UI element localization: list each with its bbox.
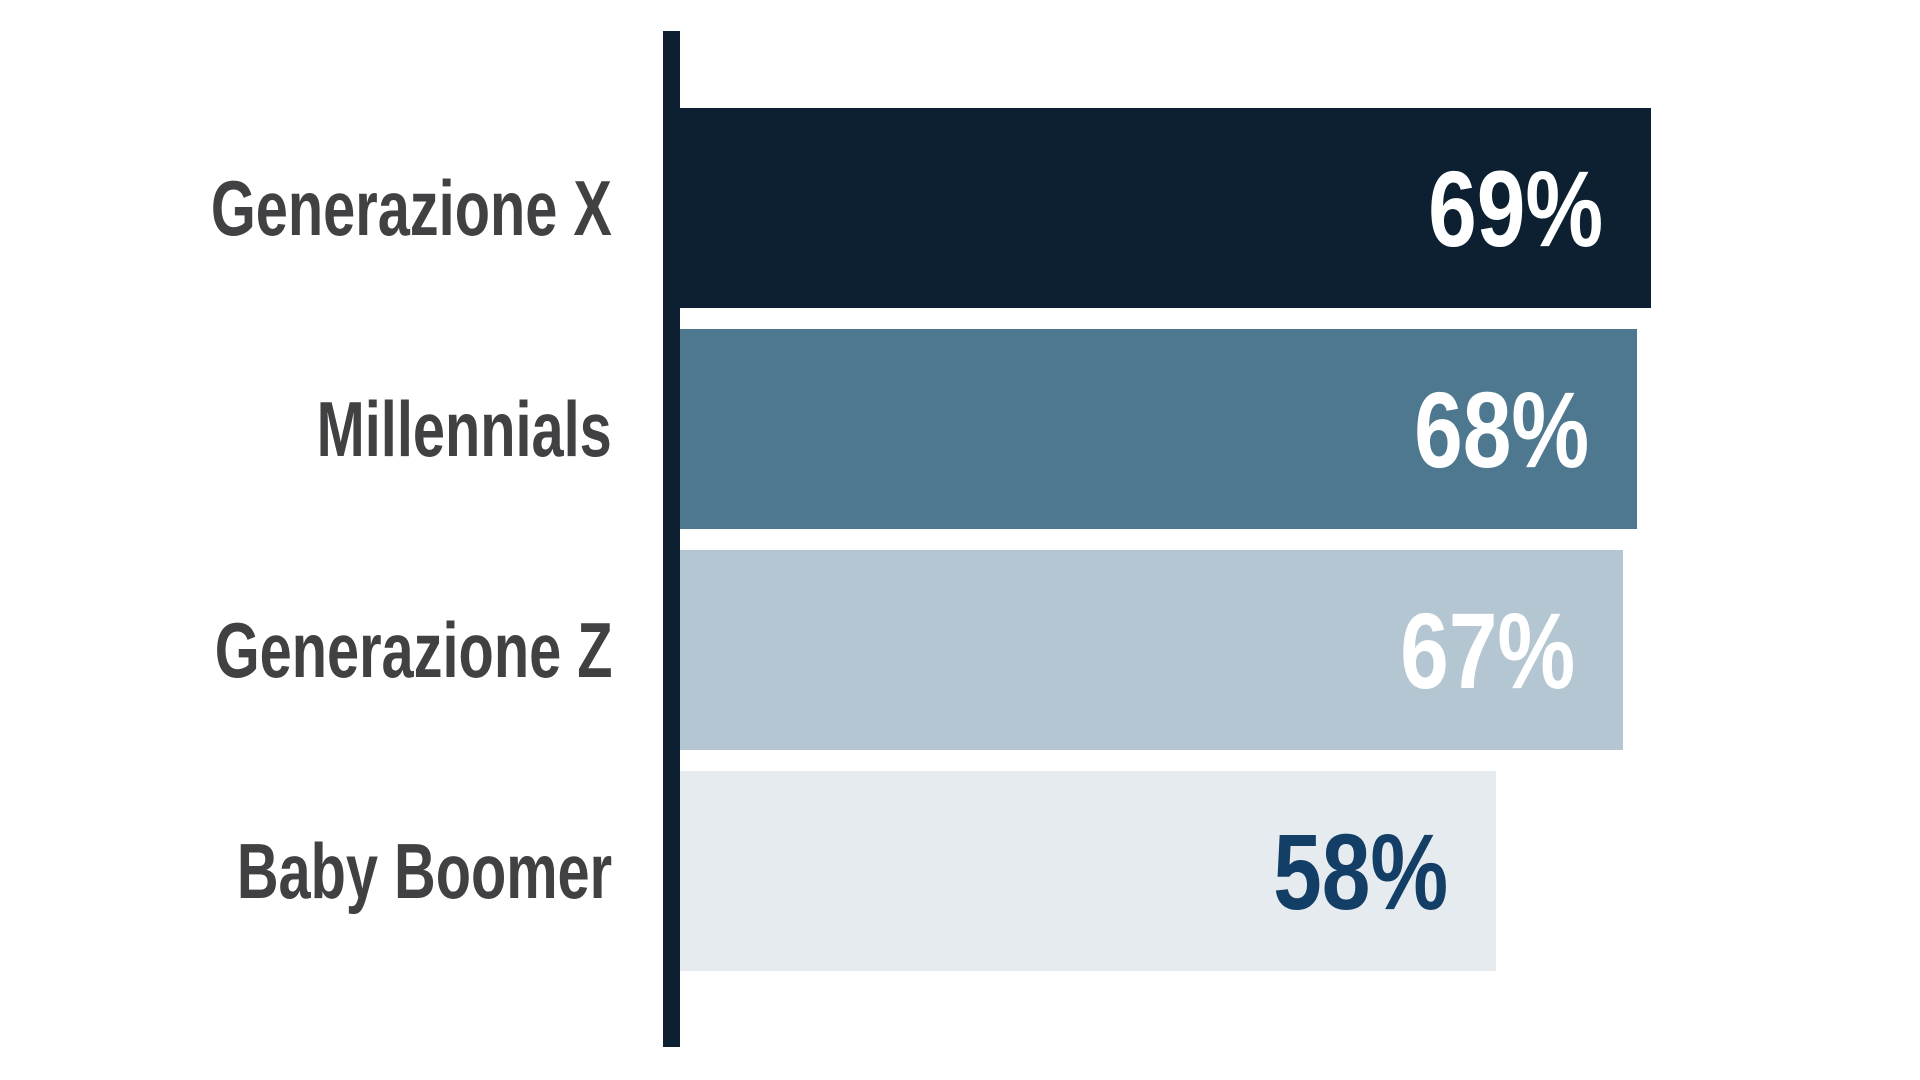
value-label: 58% [1272,810,1448,932]
category-label: Baby Boomer [236,826,612,915]
bar-row: Generazione X 69% [0,108,1920,308]
value-label: 68% [1413,368,1589,490]
category-label: Generazione Z [214,605,612,694]
bar: 68% [680,329,1637,529]
category-label: Millennials [316,384,612,473]
y-axis-line [663,31,680,1047]
category-label: Generazione X [211,163,612,252]
value-label: 67% [1399,589,1575,711]
bar: 58% [680,771,1496,971]
bar: 67% [680,550,1623,750]
bar-row: Baby Boomer 58% [0,771,1920,971]
value-label: 69% [1427,147,1603,269]
category-label-cell: Generazione Z [0,550,612,750]
category-label-cell: Millennials [0,329,612,529]
bar-row: Generazione Z 67% [0,550,1920,750]
bar: 69% [680,108,1651,308]
bar-row: Millennials 68% [0,329,1920,529]
category-label-cell: Generazione X [0,108,612,308]
category-label-cell: Baby Boomer [0,771,612,971]
